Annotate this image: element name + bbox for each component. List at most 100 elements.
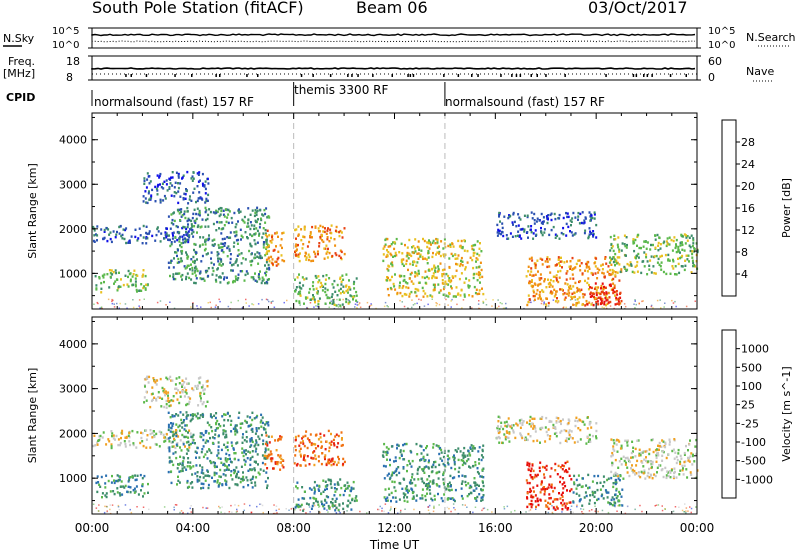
- echo-cell: [450, 287, 453, 290]
- echo-cell: [98, 439, 101, 442]
- echo-cell: [279, 438, 282, 441]
- echo-cell: [567, 225, 570, 229]
- echo-cell: [241, 479, 244, 482]
- echo-cell: [424, 494, 427, 498]
- echo-cell: [326, 296, 329, 300]
- echo-cell: [672, 260, 675, 263]
- echo-cell: [620, 463, 623, 466]
- echo-cell: [459, 262, 462, 266]
- echo-cell: [330, 295, 333, 299]
- echo-cell: [648, 452, 651, 456]
- echo-cell: [168, 377, 170, 381]
- echo-cell: [443, 238, 446, 241]
- echo-cell: [196, 258, 198, 261]
- echo-cell: [264, 423, 267, 426]
- echo-cell: [401, 252, 404, 255]
- echo-cell: [559, 288, 562, 291]
- echo-cell: [159, 198, 162, 201]
- echo-cell: [205, 209, 208, 212]
- echo-cell: [171, 379, 174, 382]
- echo-cell: [325, 495, 328, 498]
- echo-cell: [537, 297, 540, 300]
- echo-cell: [249, 221, 252, 224]
- echo-cell: [167, 437, 170, 440]
- echo-cell: [616, 450, 619, 453]
- noise-speck: [546, 305, 548, 307]
- echo-cell: [120, 234, 123, 238]
- echo-cell: [160, 186, 163, 189]
- echo-cell: [270, 435, 273, 438]
- echo-cell: [205, 439, 208, 442]
- echo-cell: [625, 246, 628, 249]
- echo-cell: [555, 290, 557, 293]
- echo-cell: [119, 285, 122, 288]
- echo-cell: [328, 458, 331, 461]
- echo-cell: [173, 437, 175, 441]
- echo-cell: [667, 474, 670, 478]
- echo-cell: [543, 231, 546, 234]
- echo-cell: [202, 472, 205, 475]
- echo-cell: [352, 298, 354, 301]
- echo-cell: [552, 275, 555, 278]
- echo-cell: [352, 480, 355, 484]
- echo-cell: [328, 507, 331, 510]
- echo-cell: [145, 438, 148, 441]
- echo-cell: [603, 285, 605, 289]
- echo-cell: [177, 174, 180, 177]
- noise-speck: [450, 510, 452, 513]
- echo-cell: [561, 504, 564, 507]
- echo-cell: [601, 290, 604, 294]
- noise-speck: [428, 504, 431, 507]
- echo-cell: [156, 193, 159, 196]
- noise-speck: [616, 510, 618, 512]
- echo-cell: [467, 286, 470, 289]
- echo-cell: [514, 235, 517, 238]
- echo-cell: [144, 288, 147, 291]
- echo-cell: [99, 485, 102, 488]
- echo-cell: [685, 234, 687, 237]
- echo-cell: [249, 260, 252, 263]
- echo-cell: [594, 296, 597, 300]
- echo-cell: [642, 260, 645, 263]
- echo-cell: [400, 260, 403, 264]
- echo-cell: [237, 470, 240, 473]
- echo-cell: [447, 283, 450, 286]
- echo-cell: [306, 455, 309, 458]
- echo-cell: [329, 460, 332, 463]
- echo-cell: [557, 270, 559, 273]
- noise-speck: [303, 508, 305, 511]
- echo-cell: [186, 465, 189, 468]
- echo-cell: [421, 255, 424, 259]
- echo-cell: [538, 277, 541, 280]
- echo-cell: [601, 271, 604, 275]
- echo-cell: [636, 244, 638, 247]
- echo-cell: [314, 301, 316, 304]
- echo-cell: [604, 257, 607, 260]
- echo-cell: [540, 483, 543, 486]
- echo-cell: [437, 477, 440, 480]
- echo-cell: [233, 231, 236, 234]
- echo-cell: [179, 182, 182, 185]
- echo-cell: [137, 237, 140, 240]
- echo-cell: [674, 451, 677, 454]
- noise-speck: [218, 505, 220, 508]
- echo-cell: [588, 423, 591, 426]
- echo-cell: [584, 229, 587, 232]
- echo-cell: [594, 265, 597, 268]
- echo-cell: [225, 220, 228, 224]
- echo-cell: [568, 474, 571, 477]
- noise-speck: [671, 299, 673, 302]
- echo-cell: [207, 252, 209, 255]
- echo-cell: [254, 484, 257, 487]
- echo-cell: [272, 467, 274, 470]
- noise-speck: [369, 305, 371, 307]
- echo-cell: [140, 436, 143, 440]
- mode-label-2: themis 3300 RF: [294, 83, 389, 97]
- echo-cell: [546, 256, 549, 259]
- noise-speck: [111, 504, 114, 506]
- echo-cell: [316, 292, 319, 295]
- echo-cell: [175, 191, 178, 195]
- echo-cell: [172, 275, 175, 279]
- echo-cell: [673, 471, 676, 475]
- echo-cell: [346, 481, 349, 484]
